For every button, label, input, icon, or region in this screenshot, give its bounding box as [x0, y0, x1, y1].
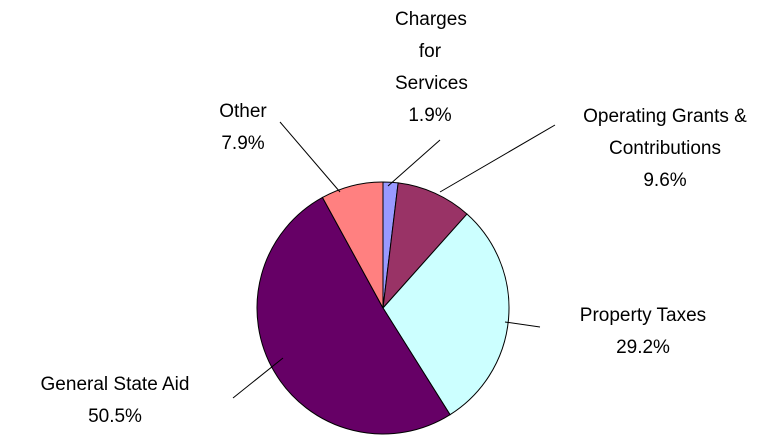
leader-line: [439, 124, 556, 193]
value-label: 50.5%: [88, 406, 142, 427]
slice-label: General State Aid 50.5%: [0, 369, 235, 433]
leader-line: [232, 357, 284, 399]
leader-line: [504, 321, 541, 328]
slice-label: Other 7.9%: [183, 96, 303, 160]
category-label: General State Aid: [40, 374, 190, 395]
value-label: 7.9%: [221, 133, 265, 154]
pie-slice: [256, 196, 451, 435]
value-label: 1.9%: [408, 105, 452, 126]
pie-slice: [382, 213, 510, 416]
leader-line: [387, 139, 441, 187]
category-label: Property Taxes: [579, 305, 707, 326]
slice-label: Operating Grants & Contributions 9.6%: [565, 101, 765, 197]
category-label: Other: [219, 101, 267, 122]
category-label: Operating Grants & Contributions: [583, 106, 747, 159]
pie-slice: [321, 181, 384, 309]
slice-label: Property Taxes 29.2%: [543, 300, 743, 364]
leader-line: [279, 121, 341, 193]
pie-slice: [382, 182, 468, 310]
value-label: 29.2%: [616, 337, 670, 358]
category-label: Charges for Services: [395, 9, 468, 94]
value-label: 9.6%: [643, 170, 687, 191]
slice-label: Charges for Services 1.9%: [385, 4, 475, 132]
